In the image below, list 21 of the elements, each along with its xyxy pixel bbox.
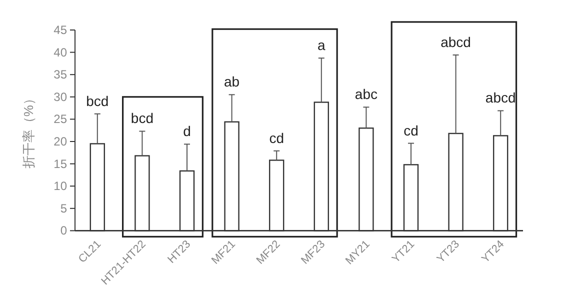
annotation: d [183,123,191,140]
y-tick-label: 45 [54,23,68,37]
annotation: cd [269,130,284,146]
y-tick-label: 0 [60,224,68,238]
annotation: bcd [86,92,109,109]
annotation: abcd [440,34,471,50]
y-tick-label: 10 [54,179,68,194]
y-tick-label: 40 [54,45,68,60]
annotation: ab [224,74,240,90]
y-axis-title: 折干率（%） [21,92,36,169]
y-tick-label: 30 [54,90,68,104]
annotation: abc [354,86,378,102]
annotation: bcd [130,110,154,126]
y-tick-label: 5 [60,201,68,216]
y-tick-label: 20 [54,134,68,148]
y-tick-label: 35 [54,68,68,82]
annotation: cd [404,122,418,138]
y-tick-label: 15 [54,156,68,171]
annotation: a [318,37,326,54]
annotation: abcd [485,90,516,106]
y-tick-label: 25 [54,112,68,126]
